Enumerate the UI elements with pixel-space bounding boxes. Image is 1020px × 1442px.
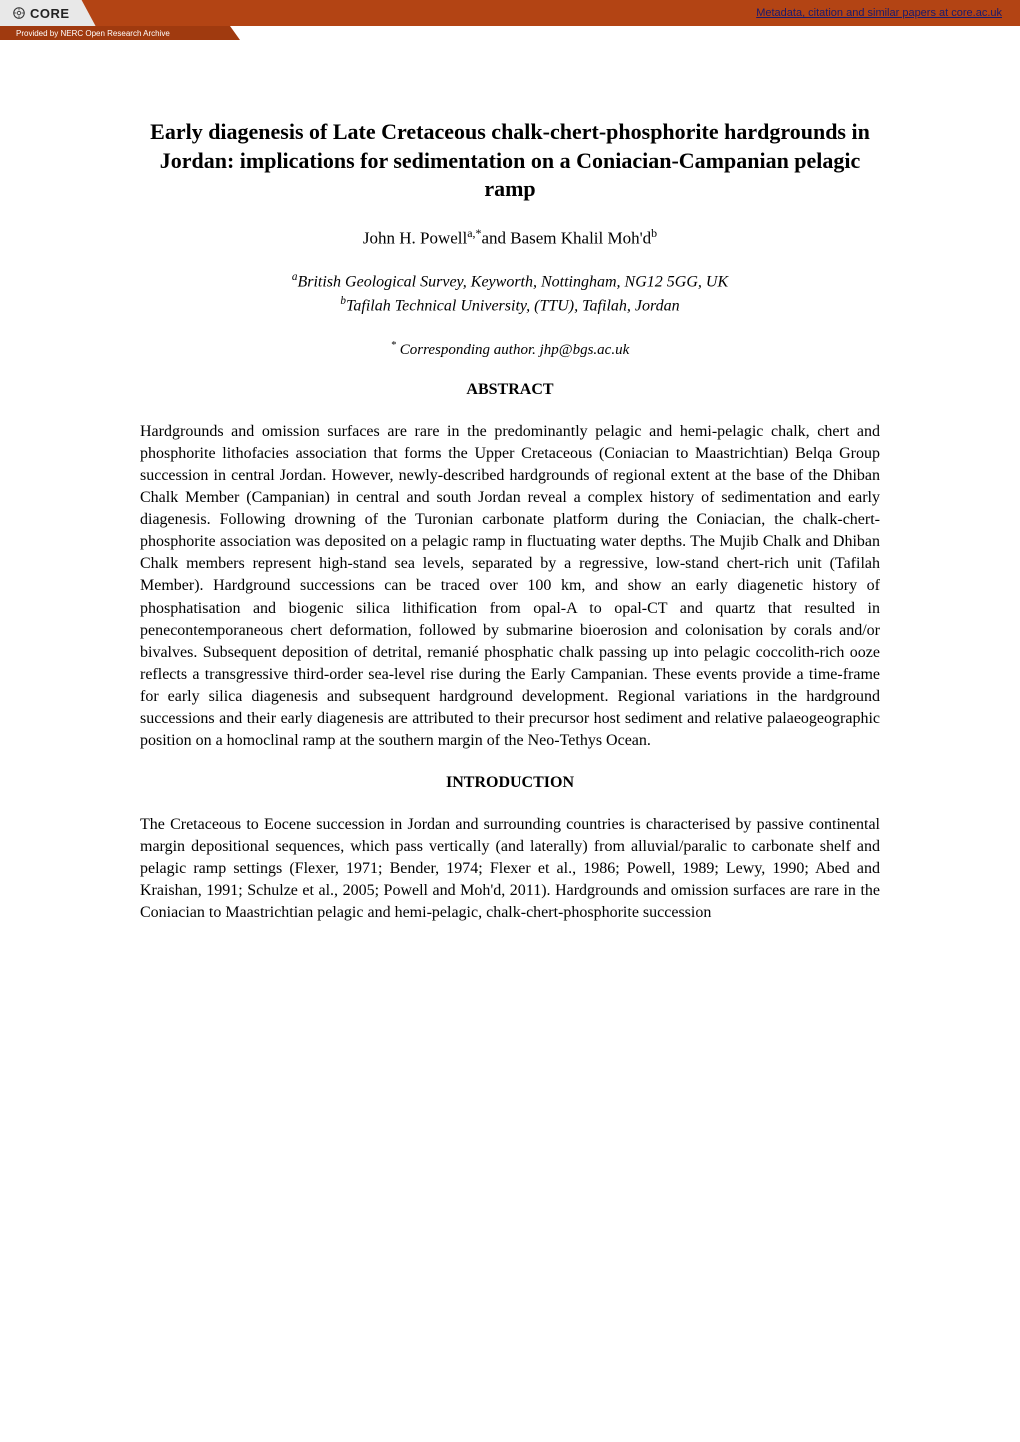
abstract-heading: ABSTRACT [140,381,880,399]
metadata-citation-link[interactable]: Metadata, citation and similar papers at… [756,7,1002,19]
author-line: John H. Powella,*and Basem Khalil Moh'db [140,226,880,249]
core-logo-icon [12,6,26,20]
affiliation-a: British Geological Survey, Keyworth, Not… [297,274,728,291]
affiliations: aBritish Geological Survey, Keyworth, No… [140,270,880,317]
core-badge[interactable]: CORE [0,0,96,26]
paper-content: Early diagenesis of Late Cretaceous chal… [0,26,1020,986]
core-brand-text: CORE [30,6,70,21]
repository-banner: CORE Metadata, citation and similar pape… [0,0,1020,26]
introduction-body: The Cretaceous to Eocene succession in J… [140,814,880,924]
provided-by-text: Provided by NERC Open Research Archive [16,29,170,38]
paper-title: Early diagenesis of Late Cretaceous chal… [140,118,880,204]
correspondence-text: Corresponding author. jhp@bgs.ac.uk [400,342,630,358]
provided-by-bar: Provided by NERC Open Research Archive [0,26,240,40]
introduction-heading: INTRODUCTION [140,774,880,792]
affiliation-b: Tafilah Technical University, (TTU), Taf… [346,297,680,314]
correspondence-line: * Corresponding author. jhp@bgs.ac.uk [140,340,880,359]
abstract-body: Hardgrounds and omission surfaces are ra… [140,421,880,752]
